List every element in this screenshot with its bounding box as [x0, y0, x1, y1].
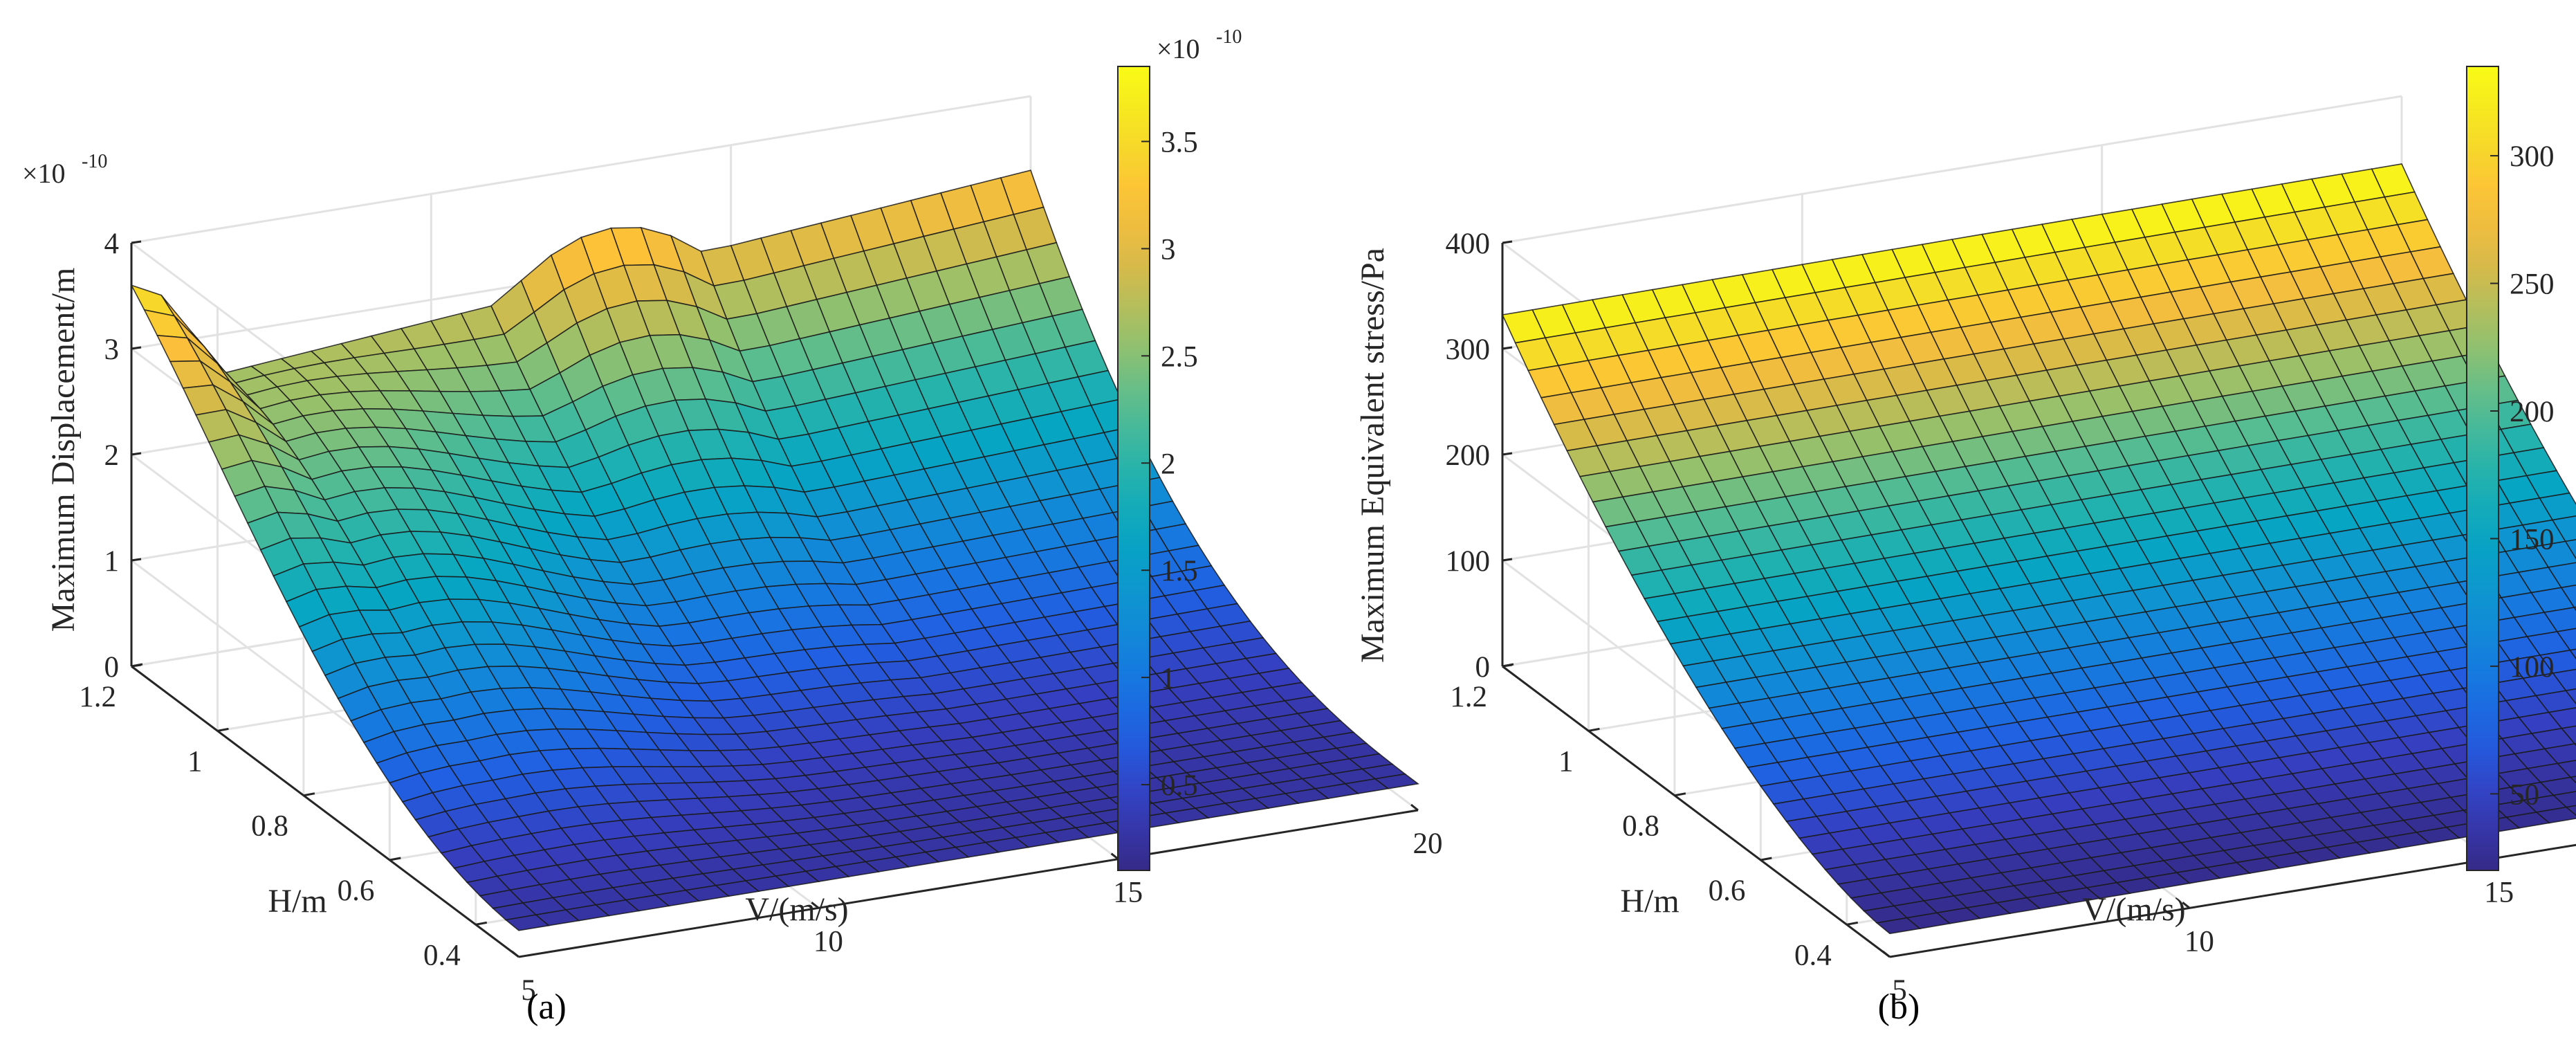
x-axis-line: [518, 809, 1419, 958]
y-tick-label: 0.6: [338, 875, 375, 907]
x-axis-label: V/(m/s): [2082, 891, 2185, 928]
x-axis-line: [1889, 843, 2576, 958]
panel-b: 0 100 200 300 400 0.4 0.6 0.8 1 1.2 5 10 15 20 Maximu…: [1354, 66, 2576, 1027]
colorbar-tick-label: 50: [2510, 778, 2539, 811]
colorbar-tick-label: 100: [2510, 651, 2555, 684]
colorbar-tick-label: 0.5: [1161, 769, 1198, 802]
y-tick-mark: [1502, 663, 1514, 668]
y-tick-mark: [1674, 792, 1686, 797]
z-tick-label: 1: [104, 545, 120, 578]
colorbar-tick-label: 1.5: [1161, 555, 1198, 587]
y-tick-label: 0.6: [1709, 875, 1746, 907]
colorbar-tick-label: 3: [1161, 233, 1176, 266]
y-tick-mark: [1846, 921, 1859, 926]
grid-line: [1502, 95, 2402, 244]
x-tick-mark: [511, 950, 519, 958]
colorbar-multiplier-exponent: -10: [1216, 26, 1242, 48]
y-tick-mark: [1760, 857, 1772, 861]
z-tick-label: 4: [104, 228, 120, 260]
z-tick-label: 400: [1446, 228, 1491, 260]
colorbar-bar: [1117, 66, 1150, 871]
y-tick-label: 1.2: [1450, 681, 1487, 713]
colorbar-tick-label: 300: [2510, 140, 2555, 173]
y-tick-mark: [217, 727, 229, 732]
surface-plot: [1501, 163, 2576, 935]
y-tick-label: 1: [1558, 745, 1574, 778]
y-tick-mark: [475, 921, 488, 926]
colorbar-multiplier: ×10 -10: [1157, 26, 1242, 64]
y-tick-mark: [389, 857, 401, 861]
colorbar-tick-label: 200: [2510, 396, 2555, 428]
grid-line: [131, 95, 1031, 244]
z-tick-label: 200: [1446, 439, 1491, 472]
y-tick-label: 0.8: [251, 810, 288, 843]
y-tick-label: 1: [187, 745, 203, 778]
colorbar-bar: [2466, 66, 2499, 871]
panel-a: 0 1 2 3 4 0.4 0.6 0.8 1 1.2 5 10 15 20 Maximum Displa…: [22, 26, 1443, 1027]
z-tick-mark: [1502, 452, 1513, 456]
colorbar-tick-label: 250: [2510, 268, 2555, 301]
z-multiplier: ×10 -10: [22, 151, 107, 189]
z-tick-label: 2: [104, 439, 120, 472]
x-tick-label: 5: [1892, 974, 1907, 1007]
y-axis-label: H/m: [268, 883, 326, 920]
y-axis-line: [131, 665, 519, 958]
z-tick-label: 300: [1446, 333, 1491, 366]
y-tick-label: 1.2: [79, 681, 116, 713]
y-tick-label: 0.4: [423, 939, 461, 971]
colorbar: 0.5 1 1.5 2 2.5 3 3.5: [1117, 66, 1198, 871]
z-tick-label: 100: [1446, 545, 1491, 578]
colorbar-tick-label: 3.5: [1161, 126, 1198, 158]
colorbar-tick-label: 2.5: [1161, 340, 1198, 373]
y-axis-label: H/m: [1620, 883, 1679, 920]
y-axis-line: [1502, 665, 1890, 958]
tick-labels: 0 1 2 3 4 0.4 0.6 0.8 1 1.2 5 10 15 20: [79, 228, 1442, 1007]
z-tick-mark: [131, 452, 142, 456]
z-tick-mark: [1502, 240, 1513, 244]
z-multiplier-exponent: -10: [82, 151, 107, 172]
z-tick-mark: [131, 558, 142, 562]
z-axis-label: Maximum Equivalent stress/Pa: [1354, 248, 1391, 663]
z-multiplier-base: ×10: [22, 158, 66, 189]
x-tick-mark: [811, 902, 820, 909]
x-tick-label: 15: [2484, 877, 2514, 909]
z-tick-label: 0: [1475, 651, 1491, 684]
z-tick-label: 3: [104, 333, 120, 366]
surface-patch: [504, 914, 551, 931]
z-tick-mark: [1502, 346, 1513, 350]
z-tick-mark: [131, 346, 142, 350]
surface-plot: [130, 170, 1419, 931]
x-tick-label: 5: [521, 974, 536, 1007]
colorbar: 50 100 150 200 250 300: [2466, 66, 2555, 871]
panel-caption-a: (a): [526, 987, 567, 1027]
x-tick-label: 15: [1113, 877, 1143, 909]
x-tick-mark: [1882, 950, 1890, 958]
z-tick-mark: [1502, 558, 1513, 562]
x-tick-mark: [2182, 902, 2191, 909]
colorbar-multiplier-base: ×10: [1157, 33, 1200, 64]
z-axis-label: Maximum Displacement/m: [45, 268, 82, 632]
y-tick-mark: [303, 792, 315, 797]
x-tick-mark: [1410, 803, 1419, 812]
y-tick-label: 0.4: [1794, 939, 1832, 971]
x-tick-label: 10: [2184, 925, 2214, 958]
z-tick-mark: [131, 240, 142, 244]
z-tick-label: 0: [104, 651, 120, 684]
x-tick-label: 20: [1413, 828, 1443, 860]
y-tick-mark: [1588, 727, 1600, 732]
y-tick-mark: [131, 663, 143, 668]
colorbar-tick-label: 2: [1161, 448, 1176, 480]
colorbar-tick-label: 150: [2510, 523, 2555, 556]
panel-caption-b: (b): [1878, 987, 1920, 1027]
colorbar-tick-label: 1: [1161, 662, 1176, 695]
surface-patch: [1875, 917, 1922, 935]
x-axis-label: V/(m/s): [745, 891, 848, 928]
x-tick-label: 10: [813, 925, 843, 958]
y-tick-label: 0.8: [1622, 810, 1659, 843]
